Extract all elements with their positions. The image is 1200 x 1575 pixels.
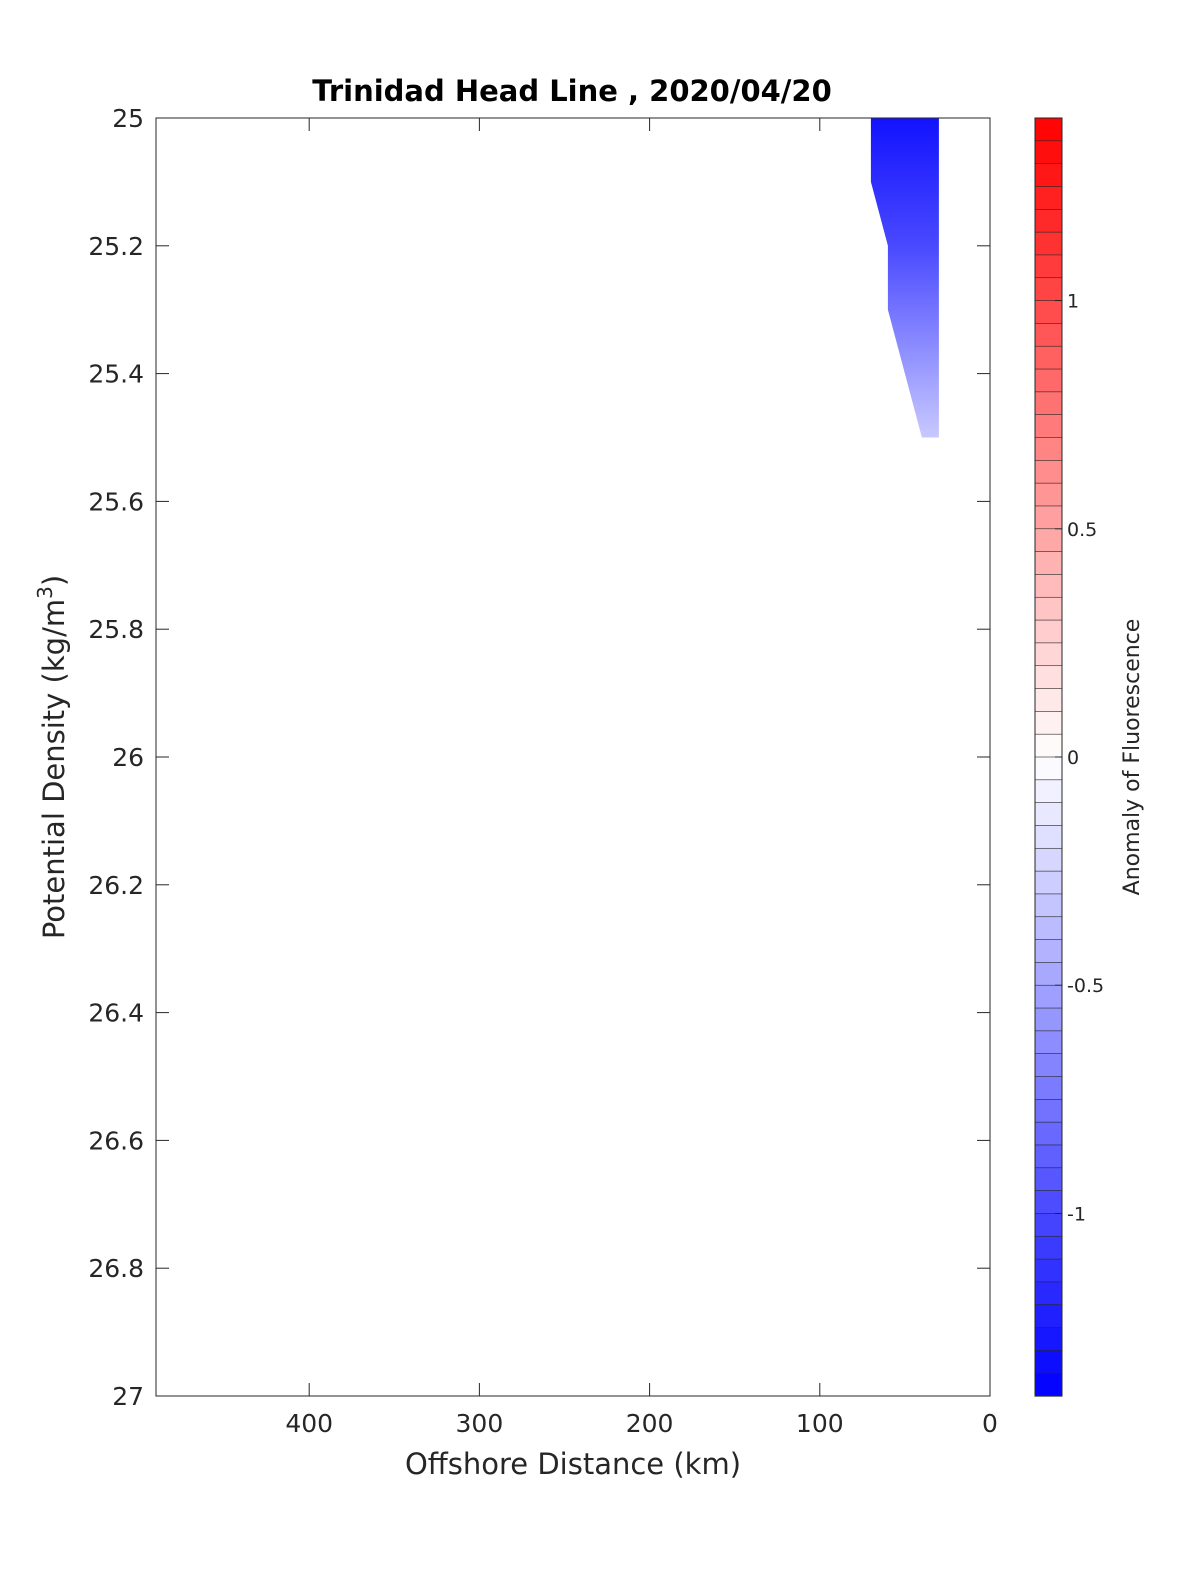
contour-layer xyxy=(870,118,939,438)
colorbar-cell xyxy=(1034,1213,1063,1237)
colorbar-cell xyxy=(1034,1235,1063,1260)
colorbar-cell xyxy=(1034,1190,1063,1215)
y-tick-label: 25.6 xyxy=(88,487,144,516)
colorbar-cell xyxy=(1034,1007,1063,1032)
y-tick-label: 25.2 xyxy=(88,232,144,261)
colorbar-cell xyxy=(1034,117,1063,142)
y-axis-label: Potential Density (kg/m3) xyxy=(33,575,71,939)
colorbar-cell xyxy=(1034,254,1063,279)
colorbar-cell xyxy=(1034,779,1063,804)
colorbar-cell xyxy=(1034,437,1063,461)
y-tick-label: 26.6 xyxy=(88,1126,144,1155)
colorbar-cell xyxy=(1034,460,1063,484)
colorbar-cell xyxy=(1034,1304,1063,1329)
colorbar-cell xyxy=(1034,756,1063,781)
colorbar-cell xyxy=(1034,391,1063,416)
colorbar-cell xyxy=(1034,962,1063,986)
colorbar-cell xyxy=(1034,1167,1063,1192)
x-axis-label: Offshore Distance (km) xyxy=(405,1447,741,1481)
colorbar-cell xyxy=(1034,551,1063,576)
colorbar-cell xyxy=(1034,870,1063,895)
colorbar-cell xyxy=(1034,482,1063,507)
colorbar-cell xyxy=(1034,984,1063,1009)
plot-frame xyxy=(155,117,991,1397)
colorbar-cell xyxy=(1034,574,1063,598)
y-tick-label: 26.2 xyxy=(88,871,144,900)
x-tick-label: 100 xyxy=(796,1409,844,1438)
colorbar-cell xyxy=(1034,1099,1063,1123)
colorbar-ticks: 1 0.5 0 -0.5 -1 xyxy=(1055,291,1104,1225)
colorbar-cell xyxy=(1034,916,1063,941)
y-tick-label: 25.4 xyxy=(88,360,144,389)
colorbar-cell xyxy=(1034,847,1063,872)
colorbar-cell xyxy=(1034,1327,1063,1351)
colorbar-cell xyxy=(1034,1281,1063,1306)
colorbar-cell xyxy=(1034,231,1063,256)
colorbar-cell xyxy=(1034,825,1063,849)
y-tick-label: 27 xyxy=(112,1382,144,1411)
y-tick-labels: 25 25.2 25.4 25.6 25.8 26 26.2 26.4 26.6 26.8 27 xyxy=(88,104,144,1411)
colorbar-cell xyxy=(1034,414,1063,439)
colorbar-cell xyxy=(1034,528,1063,553)
colorbar-cell xyxy=(1034,733,1063,758)
colorbar-cell xyxy=(1034,368,1063,393)
colorbar-cell xyxy=(1034,1258,1063,1283)
x-tick-label: 0 xyxy=(982,1409,998,1438)
colorbar-tick-label: -0.5 xyxy=(1067,975,1104,997)
chart-title: Trinidad Head Line , 2020/04/20 xyxy=(312,74,832,108)
colorbar-cell xyxy=(1034,1350,1063,1374)
y-tick-label: 26 xyxy=(112,743,144,772)
plot-background xyxy=(156,118,990,1396)
y-axis-label-superscript: 3 xyxy=(33,586,57,599)
colorbar-cell xyxy=(1034,163,1063,188)
colorbar-cell xyxy=(1034,802,1063,827)
colorbar-cell xyxy=(1034,1121,1063,1146)
y-axis-label-close: ) xyxy=(37,575,71,586)
colorbar-cell xyxy=(1034,140,1063,165)
colorbar-tick-label: 0 xyxy=(1067,747,1079,769)
y-tick-label: 26.4 xyxy=(88,999,144,1028)
colorbar-cell xyxy=(1034,688,1063,712)
colorbar-cell xyxy=(1034,323,1063,347)
colorbar-cell xyxy=(1034,1144,1063,1169)
colorbar-cell xyxy=(1034,277,1063,302)
colorbar-cell xyxy=(1034,345,1063,370)
x-tick-labels: 400 300 200 100 0 xyxy=(285,1409,998,1438)
x-tick-label: 400 xyxy=(285,1409,333,1438)
colorbar-cell xyxy=(1034,893,1063,918)
x-tick-label: 300 xyxy=(456,1409,504,1438)
colorbar-cell xyxy=(1034,1030,1063,1055)
colorbar-cell xyxy=(1034,1076,1063,1100)
colorbar-cell xyxy=(1034,711,1063,735)
colorbar-cell xyxy=(1034,596,1063,621)
contour-region xyxy=(870,118,939,438)
y-tick-label: 25.8 xyxy=(88,615,144,644)
y-tick-label: 26.8 xyxy=(88,1254,144,1283)
colorbar-cell xyxy=(1034,665,1063,690)
colorbar-cell xyxy=(1034,505,1063,530)
colorbar-cell xyxy=(1034,1372,1063,1397)
colorbar-cell xyxy=(1034,300,1063,324)
colorbar-cell xyxy=(1034,186,1063,210)
colorbar-cell xyxy=(1034,619,1063,644)
y-axis-label-main: Potential Density (kg/m xyxy=(37,599,71,939)
colorbar: 1 0.5 0 -0.5 -1 xyxy=(1034,117,1104,1397)
colorbar-tick-label: -1 xyxy=(1067,1203,1086,1225)
colorbar-cell xyxy=(1034,1053,1063,1078)
colorbar-cell xyxy=(1034,939,1063,963)
plot-area xyxy=(155,117,991,1397)
colorbar-tick-label: 0.5 xyxy=(1067,519,1097,541)
colorbar-cell xyxy=(1034,208,1063,233)
colorbar-cell xyxy=(1034,642,1063,667)
x-tick-label: 200 xyxy=(626,1409,674,1438)
colorbar-tick-label: 1 xyxy=(1067,291,1079,313)
colorbar-label: Anomaly of Fluorescence xyxy=(1120,619,1145,896)
y-tick-label: 25 xyxy=(112,104,144,133)
